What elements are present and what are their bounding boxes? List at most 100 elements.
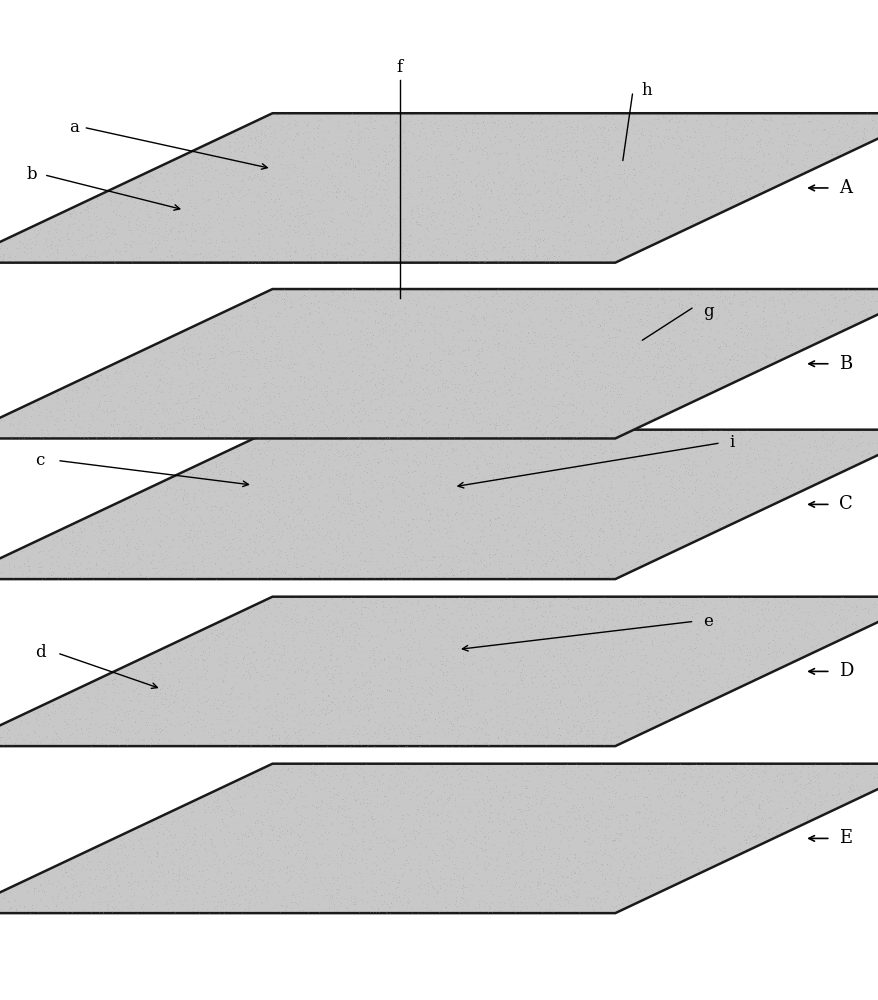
Point: [583, 172, 597, 188]
Point: [469, 449, 483, 465]
Point: [356, 392, 370, 408]
Point: [313, 563, 327, 579]
Point: [162, 677, 176, 693]
Point: [290, 224, 304, 240]
Point: [126, 897, 140, 913]
Point: [496, 323, 510, 339]
Point: [823, 443, 837, 459]
Point: [370, 384, 384, 400]
Point: [283, 343, 297, 359]
Point: [216, 814, 230, 830]
Point: [171, 165, 185, 181]
Point: [507, 562, 521, 578]
Point: [645, 825, 659, 841]
Point: [300, 817, 314, 833]
Point: [722, 446, 736, 462]
Point: [639, 709, 653, 725]
Point: [140, 891, 154, 907]
Point: [291, 209, 305, 225]
Point: [612, 401, 626, 417]
Point: [495, 716, 509, 732]
Point: [301, 114, 315, 130]
Point: [395, 865, 409, 881]
Point: [253, 366, 267, 382]
Point: [738, 637, 752, 653]
Point: [547, 407, 561, 423]
Point: [448, 506, 462, 522]
Point: [171, 866, 185, 882]
Point: [464, 882, 478, 898]
Point: [379, 614, 393, 630]
Point: [292, 778, 306, 794]
Point: [234, 544, 248, 560]
Point: [486, 415, 500, 431]
Point: [427, 300, 441, 316]
Point: [159, 719, 173, 735]
Point: [789, 792, 803, 808]
Point: [196, 643, 210, 659]
Point: [419, 446, 433, 462]
Point: [335, 624, 349, 640]
Point: [110, 703, 124, 719]
Point: [323, 499, 337, 515]
Point: [291, 705, 306, 721]
Point: [368, 489, 382, 505]
Point: [299, 655, 313, 671]
Point: [741, 174, 755, 190]
Point: [443, 832, 457, 848]
Point: [649, 788, 663, 804]
Point: [493, 722, 507, 738]
Point: [493, 197, 507, 213]
Point: [541, 700, 555, 716]
Point: [435, 291, 449, 307]
Point: [305, 336, 319, 352]
Point: [44, 408, 58, 424]
Point: [746, 183, 760, 199]
Point: [529, 419, 543, 435]
Point: [585, 423, 599, 439]
Point: [520, 514, 534, 530]
Point: [630, 879, 644, 895]
Point: [285, 632, 299, 648]
Point: [189, 200, 203, 216]
Point: [293, 437, 307, 453]
Point: [348, 409, 362, 425]
Point: [802, 294, 817, 310]
Point: [239, 308, 253, 324]
Point: [796, 114, 810, 130]
Point: [527, 212, 541, 228]
Point: [582, 247, 596, 263]
Point: [229, 154, 243, 170]
Point: [491, 164, 505, 180]
Point: [134, 236, 148, 252]
Point: [742, 321, 756, 337]
Point: [623, 702, 637, 718]
Point: [378, 370, 392, 386]
Point: [588, 395, 602, 411]
Point: [378, 486, 392, 502]
Point: [703, 512, 717, 528]
Point: [338, 798, 352, 814]
Point: [499, 726, 513, 742]
Point: [563, 889, 577, 905]
Point: [268, 762, 282, 778]
Point: [202, 207, 216, 223]
Point: [293, 784, 307, 800]
Point: [846, 108, 860, 124]
Point: [350, 718, 364, 734]
Point: [500, 631, 515, 647]
Point: [398, 326, 412, 342]
Point: [274, 442, 288, 458]
Point: [579, 194, 593, 210]
Point: [839, 602, 853, 618]
Point: [389, 425, 403, 441]
Point: [216, 624, 230, 640]
Point: [329, 810, 343, 826]
Point: [90, 425, 104, 441]
Point: [119, 731, 133, 747]
Point: [699, 786, 713, 802]
Point: [258, 379, 272, 395]
Point: [696, 617, 710, 633]
Point: [466, 395, 480, 411]
Point: [640, 810, 654, 826]
